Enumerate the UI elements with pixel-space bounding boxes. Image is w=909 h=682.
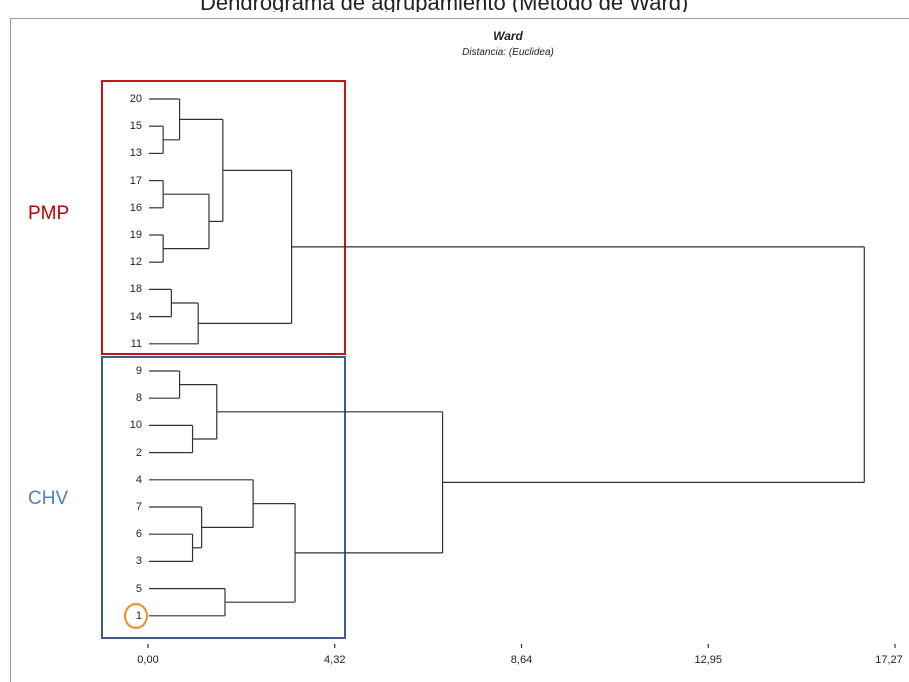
leaf-label: 15 — [129, 120, 142, 133]
leaf-label: 11 — [130, 337, 142, 350]
leaf-label: 18 — [129, 283, 142, 296]
pmp-group-box — [101, 80, 346, 355]
highlighted-leaf-circle — [124, 602, 148, 629]
leaf-label: 5 — [135, 582, 142, 595]
x-tick-label: 0,00 — [137, 654, 159, 666]
leaf-label: 17 — [129, 174, 142, 187]
leaf-label: 6 — [135, 528, 142, 541]
leaf-label: 2 — [135, 446, 142, 459]
leaf-label: 20 — [129, 93, 142, 105]
leaf-label: 12 — [129, 256, 142, 269]
leaf-label: 13 — [129, 147, 142, 160]
chv-group-label: CHV — [28, 488, 69, 509]
leaf-label: 3 — [135, 555, 142, 568]
leaf-label: 7 — [135, 501, 142, 513]
top-caption: Dendrograma de agrupamiento (Método de W… — [200, 0, 840, 12]
x-tick-label: 17,27 — [875, 654, 903, 666]
leaf-label: 8 — [135, 392, 142, 405]
leaf-label: 4 — [135, 473, 142, 486]
leaf-label: 10 — [129, 419, 142, 432]
x-tick-label: 12,95 — [694, 654, 723, 666]
x-tick-label: 8,64 — [510, 654, 533, 666]
pmp-group-label: PMP — [28, 203, 70, 224]
leaf-label: 19 — [129, 229, 142, 241]
leaf-label: 16 — [129, 201, 142, 214]
leaf-label: 14 — [129, 310, 142, 323]
plot-frame — [10, 18, 909, 682]
leaf-label: 9 — [135, 365, 142, 377]
chart-title: Ward — [493, 29, 523, 43]
chv-group-box — [101, 356, 346, 639]
x-tick-label: 4,32 — [324, 654, 346, 666]
chart-subtitle: Distancia: (Euclidea) — [462, 47, 554, 58]
